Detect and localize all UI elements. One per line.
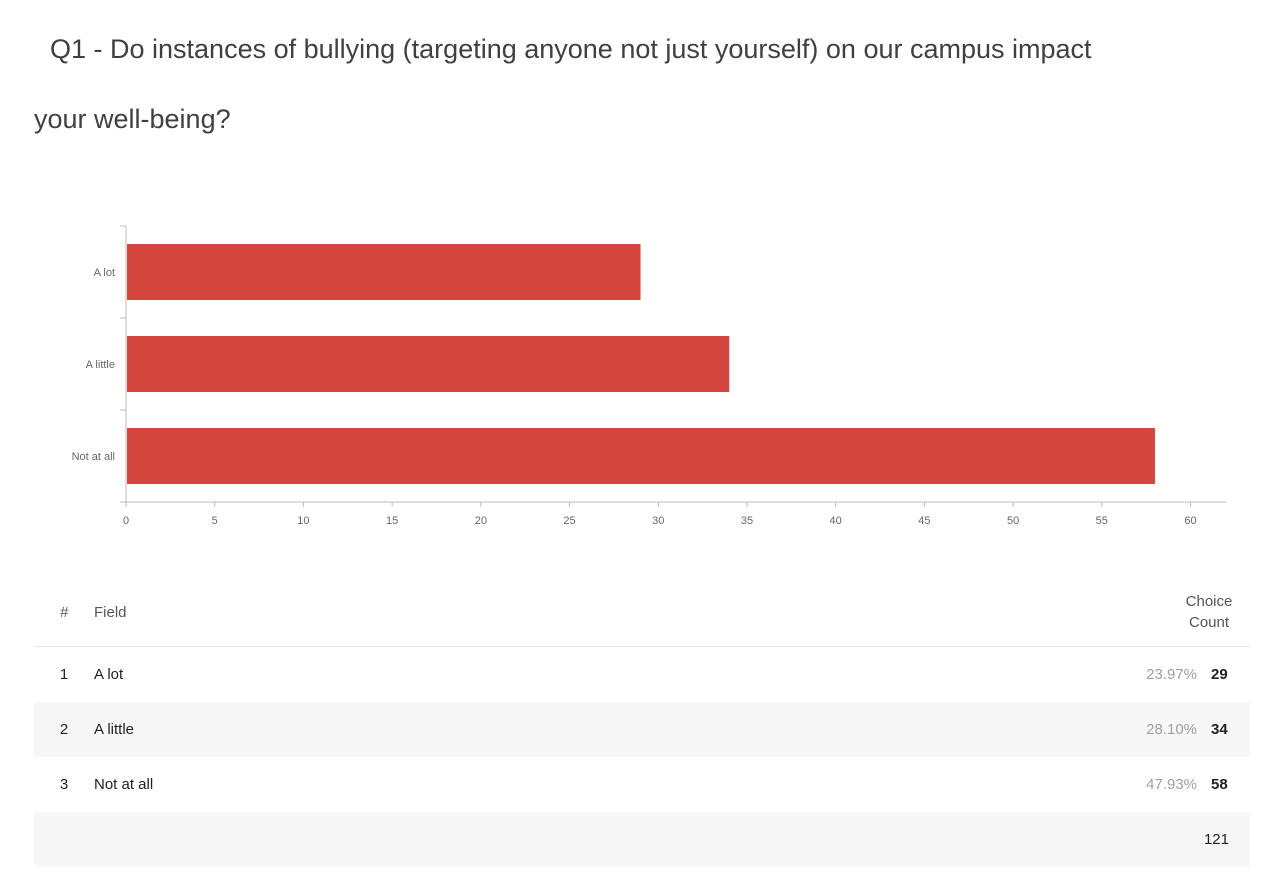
x-tick-label: 30 [652,515,664,527]
row-percent: 23.97% [1146,666,1197,683]
x-tick-label: 15 [386,515,398,527]
row-values: 23.97% 29 [828,647,1250,703]
y-tick-label: Not at all [72,451,115,463]
results-table: # Field Choice Count 1 A lot 23.97% 29 2 … [34,578,1250,867]
question-title: Q1 - Do instances of bullying (targeting… [34,14,1256,154]
table-row: 1 A lot 23.97% 29 [34,647,1250,703]
row-percent: 47.93% [1146,776,1197,793]
y-tick-label: A lot [94,267,115,279]
header-number: # [34,578,94,647]
x-tick-label: 0 [123,515,129,527]
x-tick-label: 35 [741,515,753,527]
x-tick-label: 40 [830,515,842,527]
question-title-line1: Q1 - Do instances of bullying (targeting… [50,34,1092,64]
row-count: 58 [1211,776,1228,793]
bar-chart: A lot A little Not at all 0 5 10 15 20 25 30 35 40 4… [72,225,1226,527]
results-table-container: # Field Choice Count 1 A lot 23.97% 29 2 … [34,578,1250,867]
row-field: Not at all [94,776,154,793]
header-choice-count: Choice Count [1174,578,1250,647]
total-blank [34,812,94,867]
x-tick-label: 5 [212,515,218,527]
y-tick-label: A little [86,359,115,371]
x-tick-label: 10 [297,515,309,527]
table-total-row: 121 [34,812,1250,867]
x-tick-label: 50 [1007,515,1019,527]
row-number: 3 [59,776,69,793]
row-number: 1 [59,666,69,683]
table-row: 2 A little 28.10% 34 [34,702,1250,757]
total-count: 121 [828,812,1250,867]
header-count-line2: Count [1188,614,1230,631]
x-tick-label: 20 [475,515,487,527]
bar-not-at-all [127,428,1156,484]
table-header-row: # Field Choice Count [34,578,1250,647]
row-values: 47.93% 58 [828,757,1250,812]
header-field: Field [94,578,829,647]
row-number: 2 [34,702,94,757]
bar-a-lot [127,244,641,300]
x-tick-label: 60 [1184,515,1196,527]
x-tick-label: 45 [918,515,930,527]
table-row: 3 Not at all 47.93% 58 [34,757,1250,812]
row-count: 34 [1211,721,1228,738]
bar-a-little [127,336,730,392]
row-field: A little [94,702,829,757]
question-title-line2: your well-being? [34,104,231,134]
row-values: 28.10% 34 [828,702,1250,757]
row-field: A lot [94,666,124,683]
total-blank [94,812,829,867]
x-tick-label: 55 [1096,515,1108,527]
row-percent: 28.10% [1146,721,1197,738]
header-count-line1: Choice [1185,593,1233,610]
row-count: 29 [1211,666,1228,683]
header-spacer [828,578,1174,647]
x-tick-label: 25 [563,515,575,527]
